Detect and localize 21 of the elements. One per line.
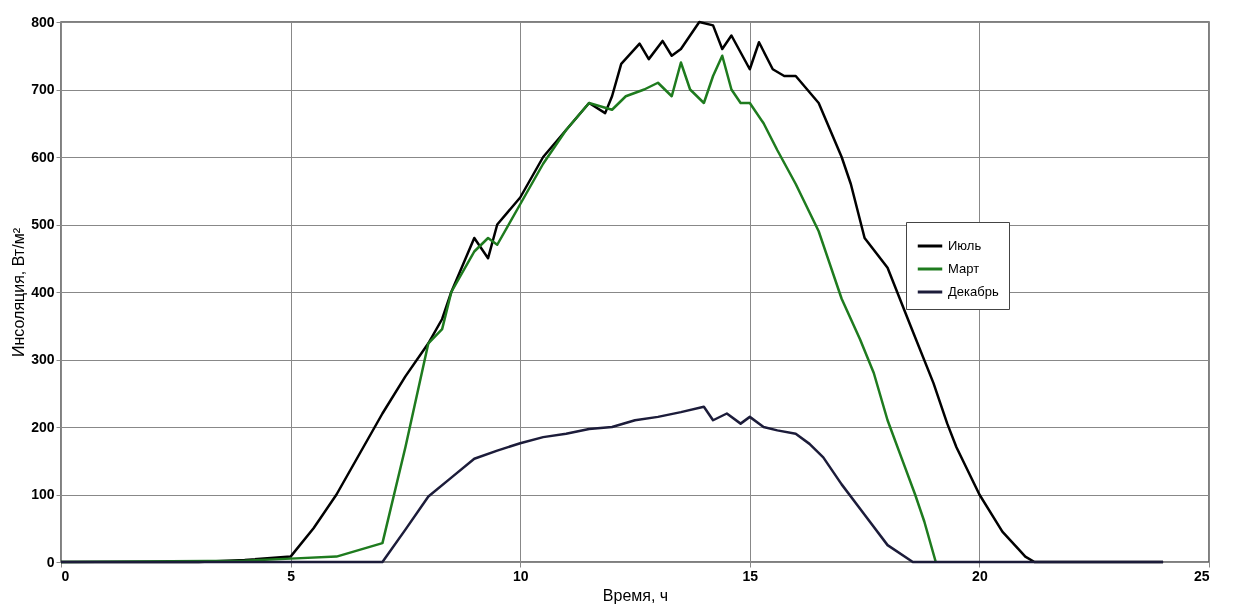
y-tick-label: 200	[31, 418, 55, 435]
line-series	[59, 405, 1165, 564]
y-tick-label: 0	[46, 553, 55, 570]
x-tick-label: 10	[512, 567, 529, 584]
x-tick-label: 5	[287, 567, 296, 584]
x-tick-label: 0	[61, 567, 70, 584]
y-axis-title: Инсоляция, Вт/м²	[10, 227, 28, 357]
y-tick-label: 500	[31, 216, 55, 232]
y-tick-label: 400	[31, 283, 55, 300]
y-tick-label: 300	[31, 351, 55, 367]
legend-label: Декабрь	[948, 284, 999, 299]
x-tick-label: 20	[972, 567, 988, 584]
x-tick-label: 15	[742, 567, 759, 584]
x-axis-title: Время, ч	[602, 586, 669, 604]
y-tick-label: 600	[31, 148, 55, 165]
y-tick-label: 700	[31, 81, 55, 97]
x-tick-label: 25	[1193, 567, 1210, 584]
legend-label: Март	[948, 261, 980, 276]
legend-label: Июль	[948, 238, 982, 253]
y-tick-label: 800	[31, 13, 55, 30]
y-tick-label: 100	[31, 486, 55, 502]
